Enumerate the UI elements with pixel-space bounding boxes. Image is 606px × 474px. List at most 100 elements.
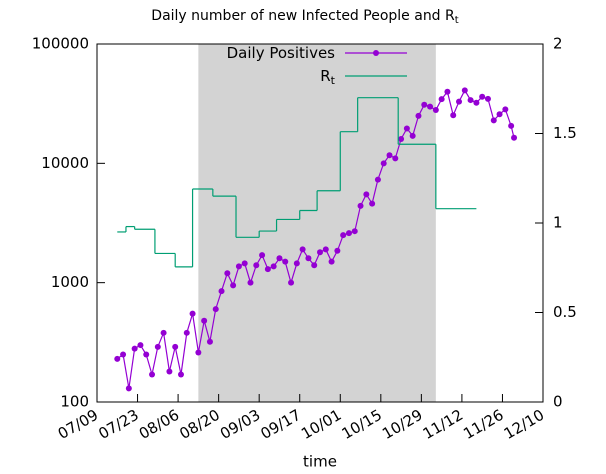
legend-text: R	[320, 67, 330, 85]
positives-point	[380, 160, 387, 167]
y2-tick-label: 0.5	[553, 303, 577, 321]
y2-tick-label: 1.5	[553, 124, 577, 142]
plot-area	[96, 43, 544, 403]
positives-point	[456, 98, 463, 105]
x-tick-label: 08/20	[176, 406, 222, 443]
x-tick-label: 10/01	[298, 406, 344, 443]
positives-point	[247, 279, 254, 286]
positives-point	[264, 266, 271, 273]
y2-tick-label: 1	[553, 214, 563, 232]
positives-point	[444, 88, 451, 95]
positives-point	[496, 111, 503, 118]
positives-point	[299, 246, 306, 253]
positives-point	[311, 262, 318, 269]
positives-point	[415, 112, 422, 119]
x-tick-label: 10/29	[379, 406, 425, 443]
positives-point	[374, 176, 381, 183]
positives-point	[293, 260, 300, 267]
positives-point	[154, 343, 161, 350]
positives-point	[392, 155, 399, 162]
y-tick-label: 100	[60, 393, 89, 411]
positives-line	[116, 89, 515, 389]
chart-title: Daily number of new Infected People and …	[151, 8, 458, 26]
positives-point	[502, 106, 509, 113]
y2-tick-label: 2	[553, 35, 563, 53]
positives-point	[241, 260, 248, 267]
positives-point	[357, 202, 364, 209]
y-tick-label: 10000	[41, 154, 89, 172]
legend-text: Daily Positives	[227, 44, 336, 62]
legend-subscript: t	[331, 74, 336, 87]
positives-point	[120, 351, 127, 358]
x-tick-label: 09/17	[258, 406, 304, 443]
positives-point	[438, 96, 445, 103]
positives-point	[403, 125, 410, 132]
positives-point	[398, 135, 405, 142]
positives-point	[224, 270, 231, 277]
x-axis-label: time	[303, 453, 337, 471]
positives-point	[183, 329, 190, 336]
positives-point	[189, 310, 196, 317]
positives-point	[508, 122, 515, 129]
positives-point	[166, 368, 173, 375]
x-tick-label: 11/26	[460, 406, 506, 443]
y-tick-label: 1000	[51, 273, 89, 291]
positives-point	[143, 351, 150, 358]
positives-point	[149, 371, 156, 378]
positives-point	[114, 355, 121, 362]
positives-point	[206, 338, 213, 345]
x-tick-label: 08/06	[136, 406, 182, 443]
positives-point	[160, 329, 167, 336]
positives-point	[328, 258, 335, 265]
title-subscript: t	[455, 15, 459, 26]
positives-point	[467, 97, 474, 104]
positives-point	[461, 87, 468, 94]
x-tick-label: 11/12	[420, 406, 466, 443]
positives-point	[386, 152, 393, 159]
positives-point	[317, 249, 323, 256]
x-tick-label: 12/10	[501, 406, 547, 443]
x-tick-label: 09/03	[217, 406, 263, 443]
positives-point	[270, 263, 277, 270]
positives-point	[427, 103, 434, 110]
positives-point	[230, 282, 237, 289]
positives-point	[432, 106, 439, 113]
positives-point	[212, 306, 219, 313]
positives-point	[484, 95, 491, 102]
positives-point	[259, 252, 266, 259]
legend-label: Daily Positives	[227, 44, 336, 62]
positives-point	[172, 343, 179, 350]
positives-point	[305, 255, 312, 262]
positives-point	[195, 349, 202, 356]
legend-label: Rt	[320, 67, 335, 88]
positives-point	[253, 262, 260, 269]
positives-point	[351, 228, 358, 235]
positives-point	[450, 112, 457, 119]
positives-point	[369, 200, 376, 207]
positives-point	[421, 101, 428, 108]
positives-point	[288, 279, 295, 286]
positives-point	[218, 288, 225, 295]
positives-point	[125, 385, 132, 392]
positives-point	[334, 247, 341, 254]
positives-point	[276, 255, 283, 262]
positives-point	[409, 132, 416, 139]
positives-point	[282, 258, 289, 265]
positives-point	[490, 117, 497, 124]
positives-point	[345, 230, 352, 237]
positives-point	[511, 134, 518, 141]
positives-point	[235, 263, 242, 270]
shaded-period	[198, 44, 436, 402]
y-tick-label: 100000	[32, 35, 89, 53]
positives-point	[177, 371, 184, 378]
y2-tick-label: 0	[553, 393, 563, 411]
x-tick-label: 07/09	[55, 406, 101, 443]
positives-point	[201, 317, 208, 324]
x-tick-label: 10/15	[339, 406, 385, 443]
positives-point	[340, 232, 347, 239]
x-tick-label: 07/23	[95, 406, 141, 443]
legend-marker	[373, 50, 379, 56]
positives-point	[479, 93, 486, 100]
title-text: Daily number of new Infected People and …	[151, 8, 455, 24]
